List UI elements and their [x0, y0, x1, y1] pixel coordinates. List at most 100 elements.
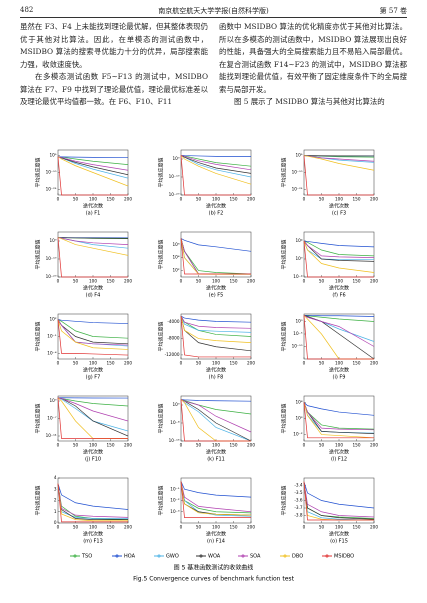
x-tick-label: 50	[196, 525, 202, 530]
x-axis-label: 迭代次数	[206, 367, 226, 374]
x-tick-label: 100	[89, 361, 97, 366]
y-tick-label: 10⁻²⁵	[292, 186, 303, 191]
y-tick-label: 10⁰	[295, 319, 302, 324]
x-tick-label: 0	[303, 279, 306, 284]
y-axis-label: 平均适应度值	[281, 485, 288, 515]
paragraph: 函数中 MSIDBO 算法的优化精度亦优于其他对比算法。所以在多模态的测试函数中…	[219, 22, 407, 94]
x-tick-label: 0	[57, 361, 60, 366]
journal-name: 南京航空航天大学学报(自然科学版)	[158, 7, 269, 15]
y-axis-label: 平均适应度值	[35, 321, 42, 351]
x-tick-label: 150	[107, 361, 115, 366]
convergence-line	[303, 240, 375, 257]
convergence-line	[303, 402, 375, 416]
convergence-line	[303, 481, 375, 509]
y-tick-label: 10⁻⁴	[293, 274, 303, 279]
y-tick-label: 10⁻²	[170, 498, 180, 503]
y-tick-label: 10³	[295, 416, 302, 421]
y-tick-label: -12000	[165, 352, 180, 357]
x-axis-label: 迭代次数	[206, 285, 226, 292]
convergence-line	[180, 315, 252, 323]
y-tick-label: 10⁵	[49, 153, 56, 158]
page-number: 482	[20, 6, 34, 14]
y-tick-label: 1	[54, 509, 57, 514]
header-rule	[20, 17, 407, 18]
x-tick-label: 100	[89, 525, 97, 530]
y-axis-label: 平均适应度值	[281, 403, 288, 433]
x-tick-label: 0	[180, 279, 183, 284]
convergence-line	[57, 319, 129, 350]
x-tick-label: 200	[247, 197, 255, 202]
y-axis-label: 平均适应度值	[158, 239, 165, 269]
x-tick-label: 150	[230, 525, 238, 530]
subplot-caption: (a) F1	[86, 211, 101, 217]
convergence-line	[57, 319, 129, 356]
x-tick-label: 100	[335, 361, 343, 366]
convergence-line	[303, 155, 374, 196]
x-tick-label: 200	[124, 197, 132, 202]
y-axis-label: 平均适应度值	[158, 403, 165, 433]
subplot-caption: (f) F6	[332, 293, 345, 299]
convergence-line	[180, 315, 252, 343]
y-tick-label: 10²	[49, 317, 56, 322]
legend-label: HOA	[124, 554, 136, 560]
convergence-line	[57, 156, 129, 171]
y-tick-label: -3.4	[294, 483, 303, 488]
convergence-line	[57, 156, 129, 187]
x-tick-label: 100	[89, 279, 97, 284]
plot-frame	[303, 313, 375, 360]
subplot-caption: (k) F11	[207, 457, 225, 463]
subplot-caption: (c) F3	[332, 211, 346, 217]
x-tick-label: 200	[124, 361, 132, 366]
y-tick-label: 4	[54, 475, 57, 480]
x-tick-label: 150	[353, 525, 361, 530]
y-tick-label: 10⁻²⁰	[169, 192, 180, 197]
legend-marker	[199, 554, 203, 558]
convergence-line	[180, 238, 251, 275]
y-axis-label: 平均适应度值	[158, 485, 165, 515]
convergence-line	[180, 399, 252, 433]
y-tick-label: 10⁴	[295, 238, 302, 243]
x-axis-label: 迭代次数	[83, 531, 103, 538]
legend-marker	[115, 554, 119, 558]
y-tick-label: 10⁰	[172, 402, 179, 407]
y-tick-label: 10⁻¹	[47, 334, 57, 339]
y-tick-label: 10⁻¹⁰	[46, 256, 57, 261]
paragraph: 在多模态测试函数 F5~F13 的测试中，MSIDBO 算法在 F7、F9 中找…	[20, 72, 208, 106]
x-axis-label: 迭代次数	[329, 531, 349, 538]
convergence-line	[180, 481, 252, 513]
convergence-line	[180, 315, 252, 329]
subplot-caption: (l) F12	[331, 457, 347, 463]
subplot-caption: (h) F8	[209, 375, 224, 381]
convergence-line	[304, 314, 375, 317]
subplot-caption: (j) F10	[85, 457, 101, 463]
legend-marker	[241, 554, 245, 558]
y-tick-label: 10⁻⁵	[293, 331, 303, 336]
y-tick-label: 10⁻¹⁰	[292, 170, 303, 175]
plot-frame	[57, 477, 129, 524]
left-column: 虽然在 F3、F4 上未能找到理论最优解，但其整体表现仍优于其他对比算法。因此，…	[20, 21, 208, 109]
x-tick-label: 0	[180, 361, 183, 366]
x-tick-label: 150	[107, 443, 115, 448]
y-tick-label: 10⁶	[172, 242, 179, 247]
convergence-line	[180, 399, 251, 442]
y-axis-label: 平均适应度值	[158, 321, 165, 351]
y-tick-label: 10⁻²⁰	[46, 274, 57, 279]
y-tick-label: 10⁻⁸	[170, 420, 180, 425]
x-tick-label: 0	[303, 525, 306, 530]
x-tick-label: 50	[196, 279, 202, 284]
subplot-caption: (o) F15	[330, 539, 348, 545]
y-tick-label: -8000	[167, 336, 180, 341]
legend-marker	[73, 554, 77, 558]
subplot-caption: (b) F2	[209, 211, 224, 217]
convergence-line	[303, 481, 374, 521]
subplot-caption: (d) F4	[86, 293, 101, 299]
figure-caption: 图 5 基准函数测试的收敛曲线	[174, 564, 254, 572]
x-tick-label: 200	[370, 443, 378, 448]
convergence-line	[180, 316, 251, 358]
x-tick-label: 50	[73, 279, 79, 284]
y-tick-label: 10⁻¹⁰	[292, 344, 303, 349]
convergence-line	[180, 155, 251, 196]
x-tick-label: 100	[335, 197, 343, 202]
x-tick-label: 0	[57, 279, 60, 284]
x-tick-label: 150	[107, 525, 115, 530]
